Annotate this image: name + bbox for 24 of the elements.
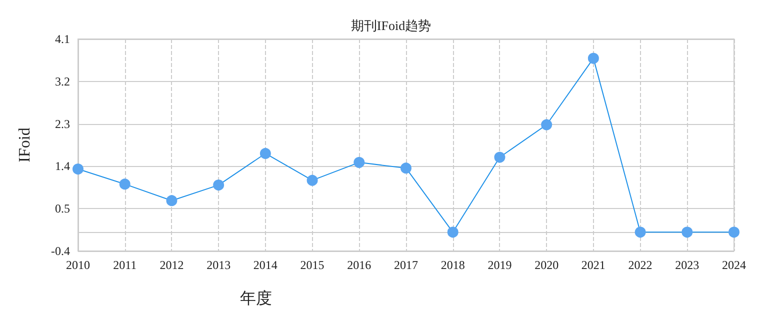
y-tick-label: 0.5 xyxy=(55,202,70,216)
x-tick-label: 2013 xyxy=(206,258,231,272)
x-tick-label: 2011 xyxy=(113,258,137,272)
x-axis-title: 年度 xyxy=(240,290,272,308)
x-tick-label: 2018 xyxy=(440,258,465,272)
x-tick-label: 2024 xyxy=(722,258,746,272)
y-tick-label: 1.4 xyxy=(55,159,70,174)
y-tick-label: 3.2 xyxy=(55,74,70,88)
y-tick-label: 4.1 xyxy=(55,32,70,46)
x-tick-label: 2022 xyxy=(628,258,652,272)
x-tick-label: 2020 xyxy=(534,258,559,272)
x-tick-label: 2023 xyxy=(675,258,700,272)
x-tick-label: 2012 xyxy=(160,258,184,272)
x-tick-label: 2021 xyxy=(581,258,606,272)
x-tick-label: 2015 xyxy=(300,258,324,272)
x-tick-label: 2010 xyxy=(66,258,90,272)
y-axis-title: IFoid xyxy=(16,128,34,162)
y-tick-label: -0.4 xyxy=(51,244,70,258)
x-tick-label: 2017 xyxy=(394,258,418,272)
y-tick-label: 2.3 xyxy=(55,116,70,131)
x-tick-label: 2014 xyxy=(253,258,278,272)
x-tick-label: 2019 xyxy=(488,258,512,272)
x-tick-label: 2016 xyxy=(347,258,372,272)
chart-title: 期刊IFoid趋势 xyxy=(350,18,432,33)
